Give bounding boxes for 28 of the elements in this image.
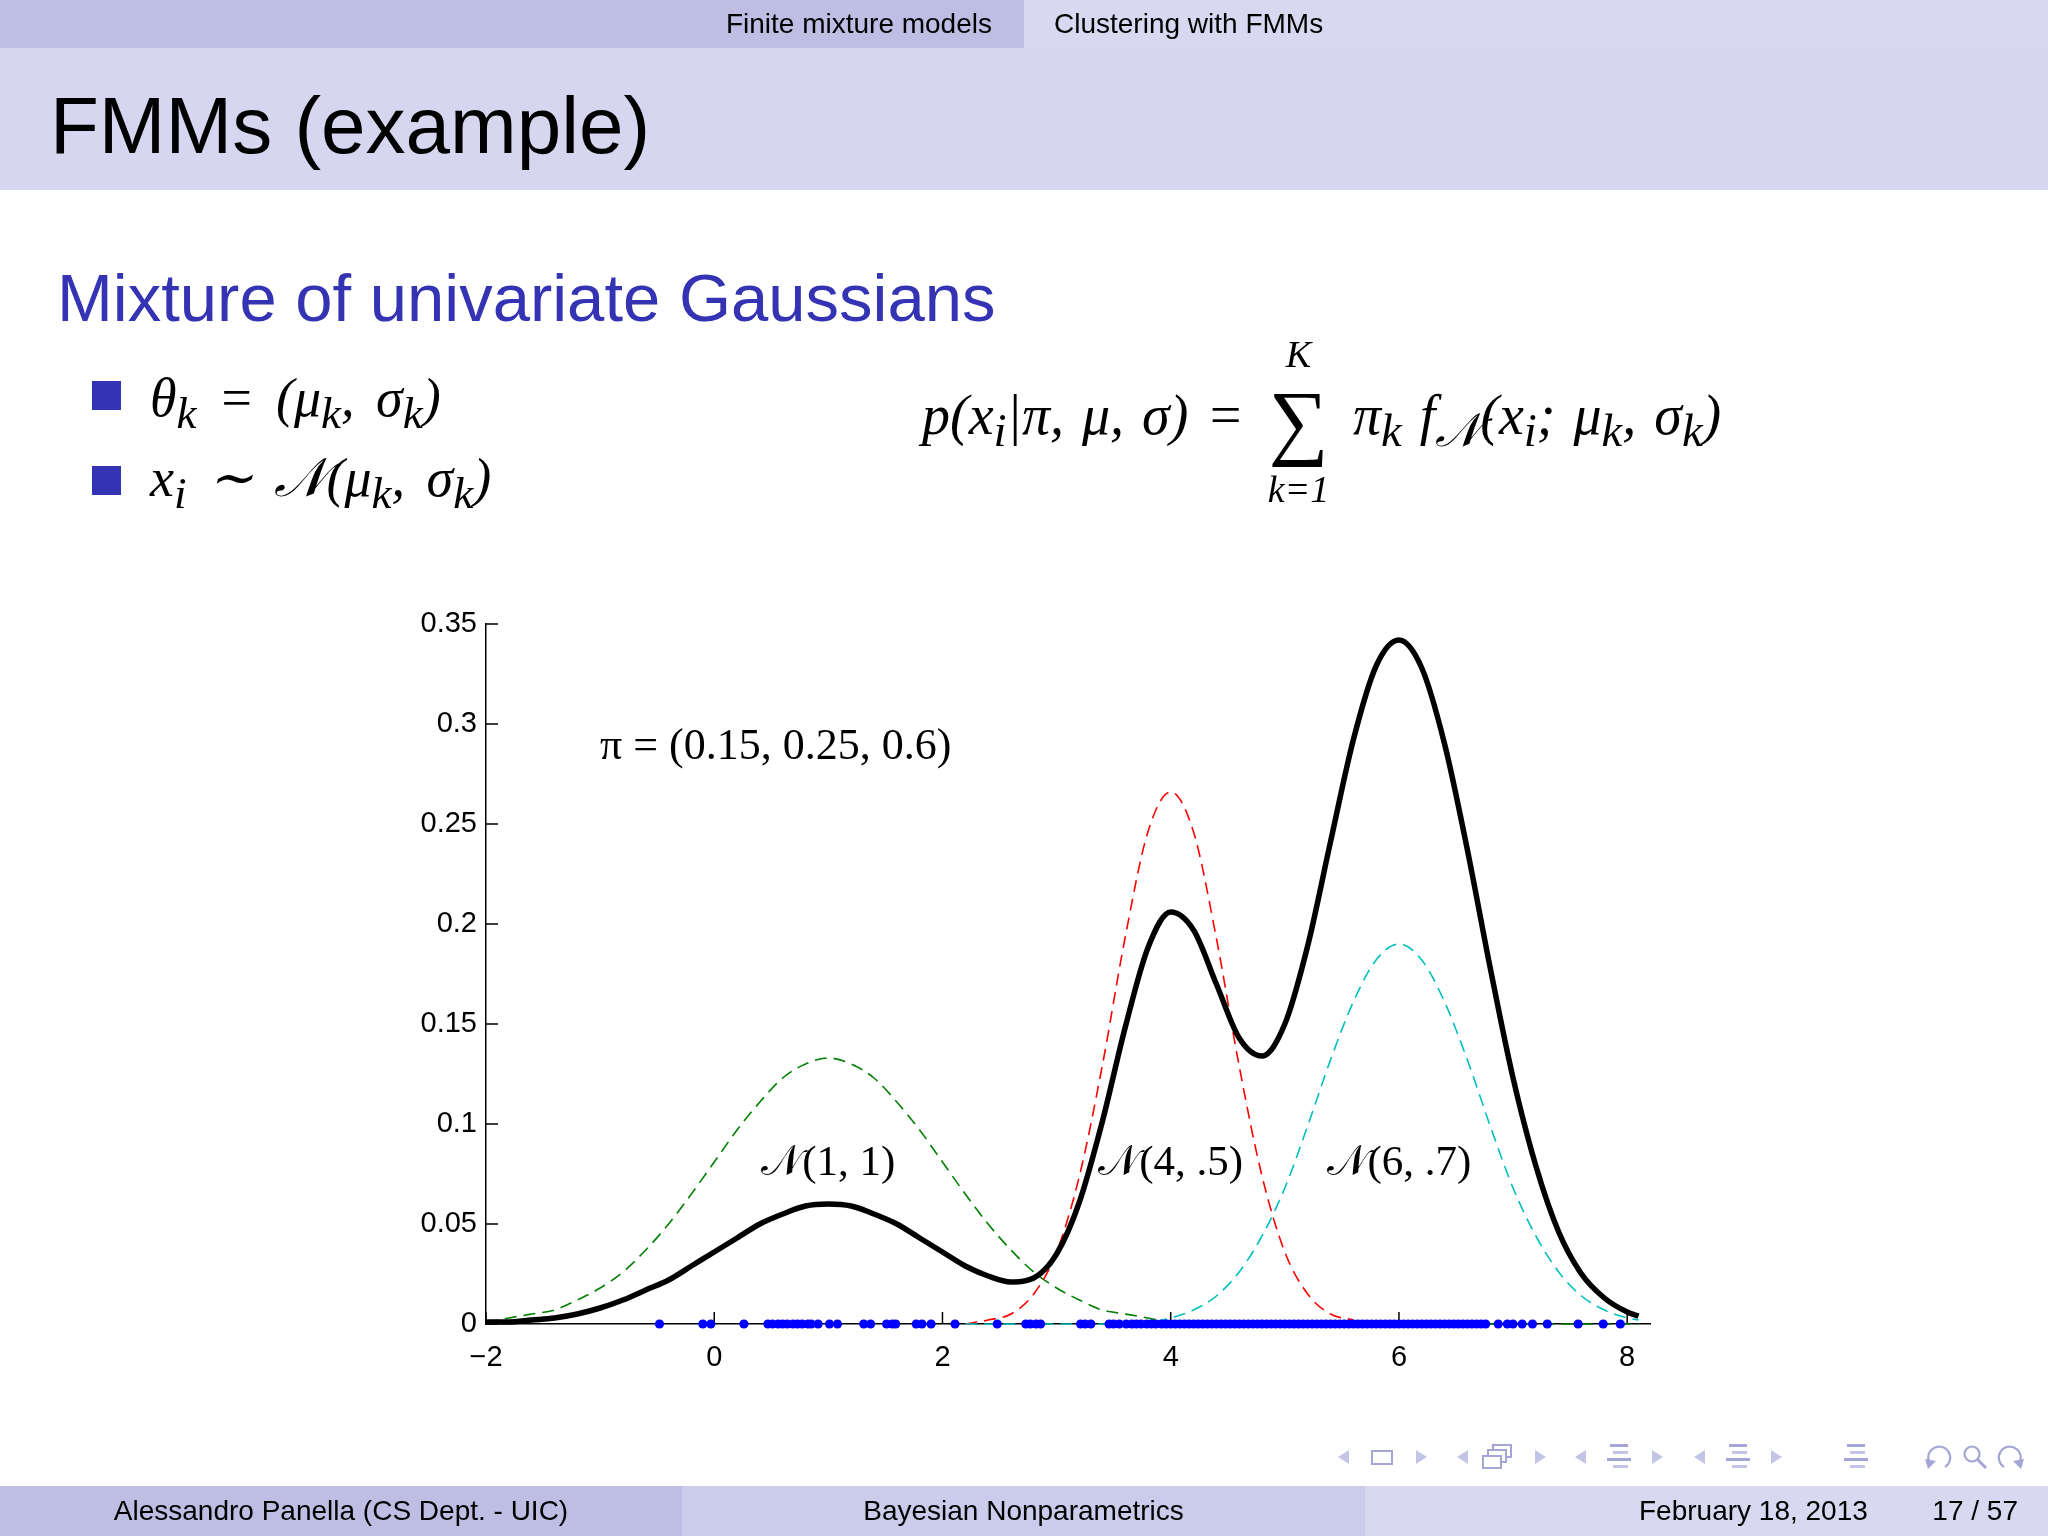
text: θ$_{k}$ = (μ$_{k}$, σ$_{k}$)	[150, 368, 441, 438]
annotation: π = (0.15, 0.25, 0.6)	[600, 719, 952, 769]
y-tick-label: 0.3	[436, 706, 477, 738]
x-tick-label: 8	[1619, 1340, 1636, 1373]
x-tick-label: 0	[706, 1340, 723, 1373]
text: Finite mixture models	[725, 7, 992, 41]
chart-subtitle: Mixture of univariate Gaussians	[57, 260, 996, 335]
x-tick-label: 4	[1162, 1340, 1179, 1373]
y-tick-label: 0.15	[420, 1006, 477, 1038]
text: Alessandro Panella (CS Dept. - UIC)	[0, 1486, 682, 1536]
x-tick-label: 6	[1390, 1340, 1408, 1373]
y-tick-label: 0.1	[436, 1106, 477, 1138]
text: February 18, 2013	[1639, 1494, 1868, 1528]
y-tick-label: 0.2	[436, 906, 477, 938]
y-tick-label: 0	[460, 1306, 477, 1338]
text: x$_{i}$ ∼ 𝒩(μ$_{k}$, σ$_{k}$)	[150, 448, 492, 518]
x-tick-label: 2	[934, 1340, 951, 1373]
series-label: 𝒩(6, .7)	[1326, 1137, 1472, 1186]
y-tick-label: 0.05	[420, 1206, 477, 1238]
chart-title: FMMs (example)	[50, 81, 651, 170]
text: Clustering with FMMs	[1054, 7, 1324, 41]
y-tick-label: 0.35	[420, 606, 477, 638]
y-tick-label: 0.25	[420, 806, 477, 838]
text: Bayesian Nonparametrics	[682, 1486, 1365, 1536]
series-label: 𝒩(4, .5)	[1098, 1137, 1244, 1186]
x-tick-label: −2	[469, 1340, 503, 1373]
text: 17 / 57	[1932, 1494, 2018, 1528]
series-label: 𝒩(1, 1)	[761, 1137, 896, 1186]
